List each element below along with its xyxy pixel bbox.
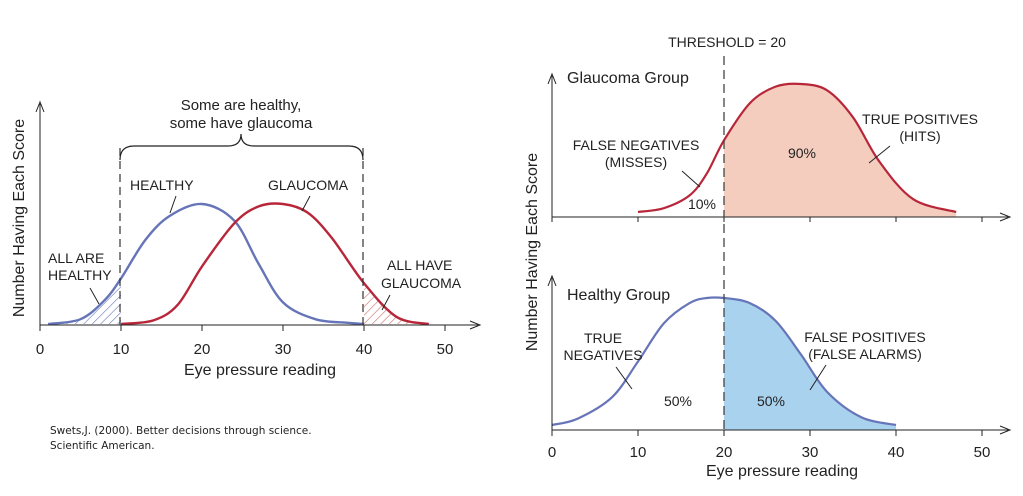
right-top-y-axis-arrow [547, 72, 557, 85]
left-brace-line1: Some are healthy, [181, 97, 302, 114]
left-healthy-shaded-area [48, 278, 121, 324]
right-y-axis-title: Number Having Each Score [524, 153, 541, 351]
left-tick-label-50: 50 [437, 341, 454, 358]
left-all-healthy-1: ALL ARE [48, 250, 104, 266]
left-brace [119, 133, 364, 161]
true-positives-pct: 90% [788, 145, 816, 161]
left-all-healthy-2: HEALTHY [48, 267, 112, 283]
right-bottom-x-axis-arrow [999, 425, 1012, 435]
true-negatives-leader [615, 366, 633, 390]
left-y-axis-title: Number Having Each Score [11, 119, 28, 317]
right-top-x-axis-arrow [999, 212, 1012, 222]
left-leader-all-glaucoma [381, 294, 391, 311]
right-chart: 0 10 20 30 40 50 THRESHOLD = 20 Glaucoma Grou… [524, 34, 1012, 480]
right-bottom-y-axis-arrow [547, 274, 557, 287]
right-bottom-tick-label-20: 20 [716, 444, 733, 461]
left-brace-line2: some have glaucoma [170, 115, 313, 132]
left-leader-healthy [169, 195, 177, 214]
false-positives-label: FALSE POSITIVES [804, 329, 925, 345]
left-healthy-curve [47, 202, 365, 326]
left-legend-healthy: HEALTHY [130, 177, 194, 193]
threshold-label: THRESHOLD = 20 [668, 34, 786, 50]
true-negatives-sub: NEGATIVES [563, 347, 642, 363]
right-glaucoma-true-positive-area [724, 83, 957, 217]
right-healthy-false-positive-area [724, 298, 896, 430]
left-tick-label-10: 10 [113, 341, 130, 358]
right-bottom-tick-label-30: 30 [802, 444, 819, 461]
true-positives-sub: (HITS) [899, 128, 940, 144]
citation: Swets,J. (2000). Better decisions throug… [50, 424, 380, 454]
right-bottom-tick-label-50: 50 [974, 444, 991, 461]
left-x-ticks: 0 10 20 30 40 50 [36, 325, 454, 358]
right-x-axis-title: Eye pressure reading [706, 463, 858, 480]
right-bottom-tick-label-0: 0 [548, 444, 556, 461]
healthy-group-title: Healthy Group [567, 287, 670, 304]
left-tick-label-0: 0 [36, 341, 44, 358]
left-glaucoma-shaded-area [364, 283, 429, 324]
left-all-glaucoma-2: GLAUCOMA [381, 275, 462, 291]
true-positives-leader [868, 145, 891, 164]
left-tick-label-20: 20 [194, 341, 211, 358]
true-negatives-pct: 50% [664, 393, 692, 409]
true-positives-label: TRUE POSITIVES [862, 111, 978, 127]
left-legend-glaucoma: GLAUCOMA [268, 177, 349, 193]
left-leader-glaucoma [301, 195, 311, 212]
right-bottom-tick-label-10: 10 [630, 444, 647, 461]
left-tick-label-40: 40 [356, 341, 373, 358]
false-positives-sub: (FALSE ALARMS) [808, 346, 922, 362]
right-healthy-curve [551, 296, 897, 427]
left-chart: 0 10 20 30 40 50 Some are healthy, some have … [11, 97, 482, 379]
left-y-axis-arrow [35, 100, 45, 113]
right-top-x-ticks [551, 217, 983, 222]
false-positives-pct: 50% [757, 393, 785, 409]
left-glaucoma-curve [120, 202, 430, 326]
right-glaucoma-curve [637, 82, 957, 214]
left-tick-label-30: 30 [275, 341, 292, 358]
citation-line2: Scientific American. [50, 440, 155, 452]
false-negatives-label: FALSE NEGATIVES [573, 137, 700, 153]
false-positives-leader [809, 364, 827, 391]
citation-line1: Swets,J. (2000). Better decisions throug… [50, 425, 312, 437]
right-bottom-tick-label-40: 40 [888, 444, 905, 461]
left-x-axis-title: Eye pressure reading [184, 362, 336, 379]
false-negatives-pct: 10% [688, 196, 716, 212]
left-x-axis-arrow [469, 320, 482, 330]
glaucoma-group-title: Glaucoma Group [567, 70, 689, 87]
left-leader-all-healthy [89, 287, 100, 305]
false-negatives-leader [681, 170, 701, 188]
left-all-glaucoma-1: ALL HAVE [387, 257, 452, 273]
right-bottom-x-ticks: 0 10 20 30 40 50 [548, 430, 991, 461]
true-negatives-label: TRUE [584, 330, 622, 346]
false-negatives-sub: (MISSES) [605, 154, 667, 170]
